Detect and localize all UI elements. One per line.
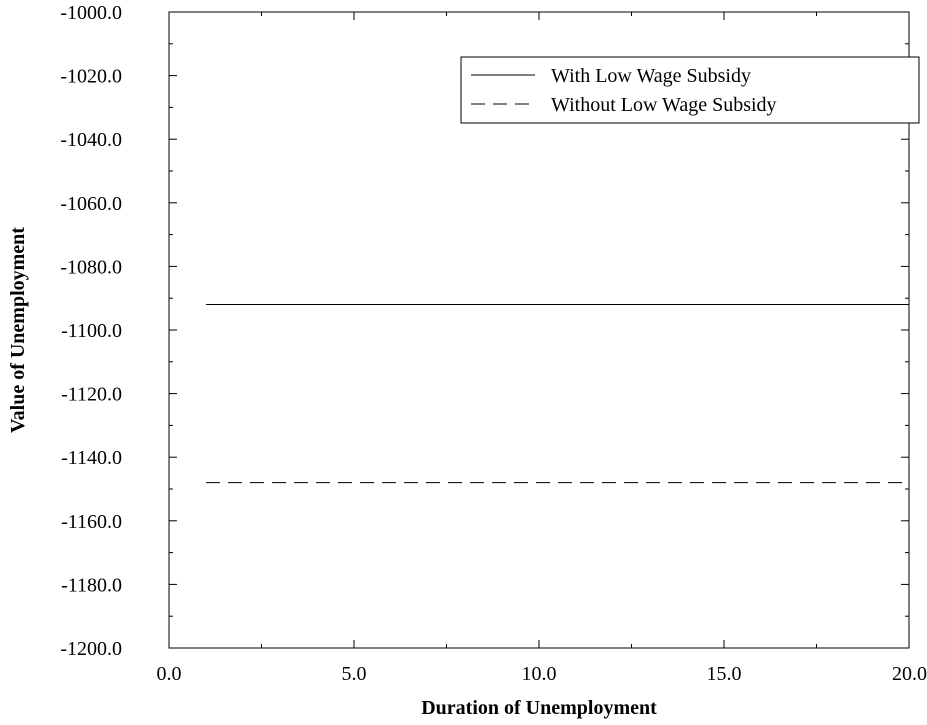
x-tick-label: 10.0 [522,663,557,685]
y-tick-label: -1180.0 [61,574,122,596]
x-tick-label: 20.0 [892,663,927,685]
series-lines [206,304,909,484]
y-tick-label: -1020.0 [60,66,122,88]
x-tick-label: 5.0 [342,663,367,685]
x-tick-label: 0.0 [157,663,182,685]
x-axis-title: Duration of Unemployment [421,697,657,719]
y-tick-label: -1160.0 [61,511,122,533]
y-tick-label: -1120.0 [61,384,122,406]
legend-label-without-subsidy: Without Low Wage Subsidy [551,94,777,116]
legend-box [460,56,920,124]
y-tick-label: -1040.0 [60,129,122,151]
y-tick-label: -1080.0 [60,256,122,278]
y-tick-label: -1000.0 [60,2,122,24]
y-axis-title: Value of Unemployment [7,227,29,433]
legend-label-with-subsidy: With Low Wage Subsidy [551,65,751,87]
y-tick-label: -1060.0 [60,193,122,215]
legend: With Low Wage Subsidy Without Low Wage S… [460,56,920,124]
y-tick-label: -1140.0 [61,447,122,469]
axis-ticks: -1000.0 -1020.0 -1040.0 -1060.0 -1080.0 -1100… [60,2,927,685]
y-tick-label: -1200.0 [60,638,122,660]
x-tick-label: 15.0 [707,663,742,685]
y-tick-label: -1100.0 [61,320,122,342]
